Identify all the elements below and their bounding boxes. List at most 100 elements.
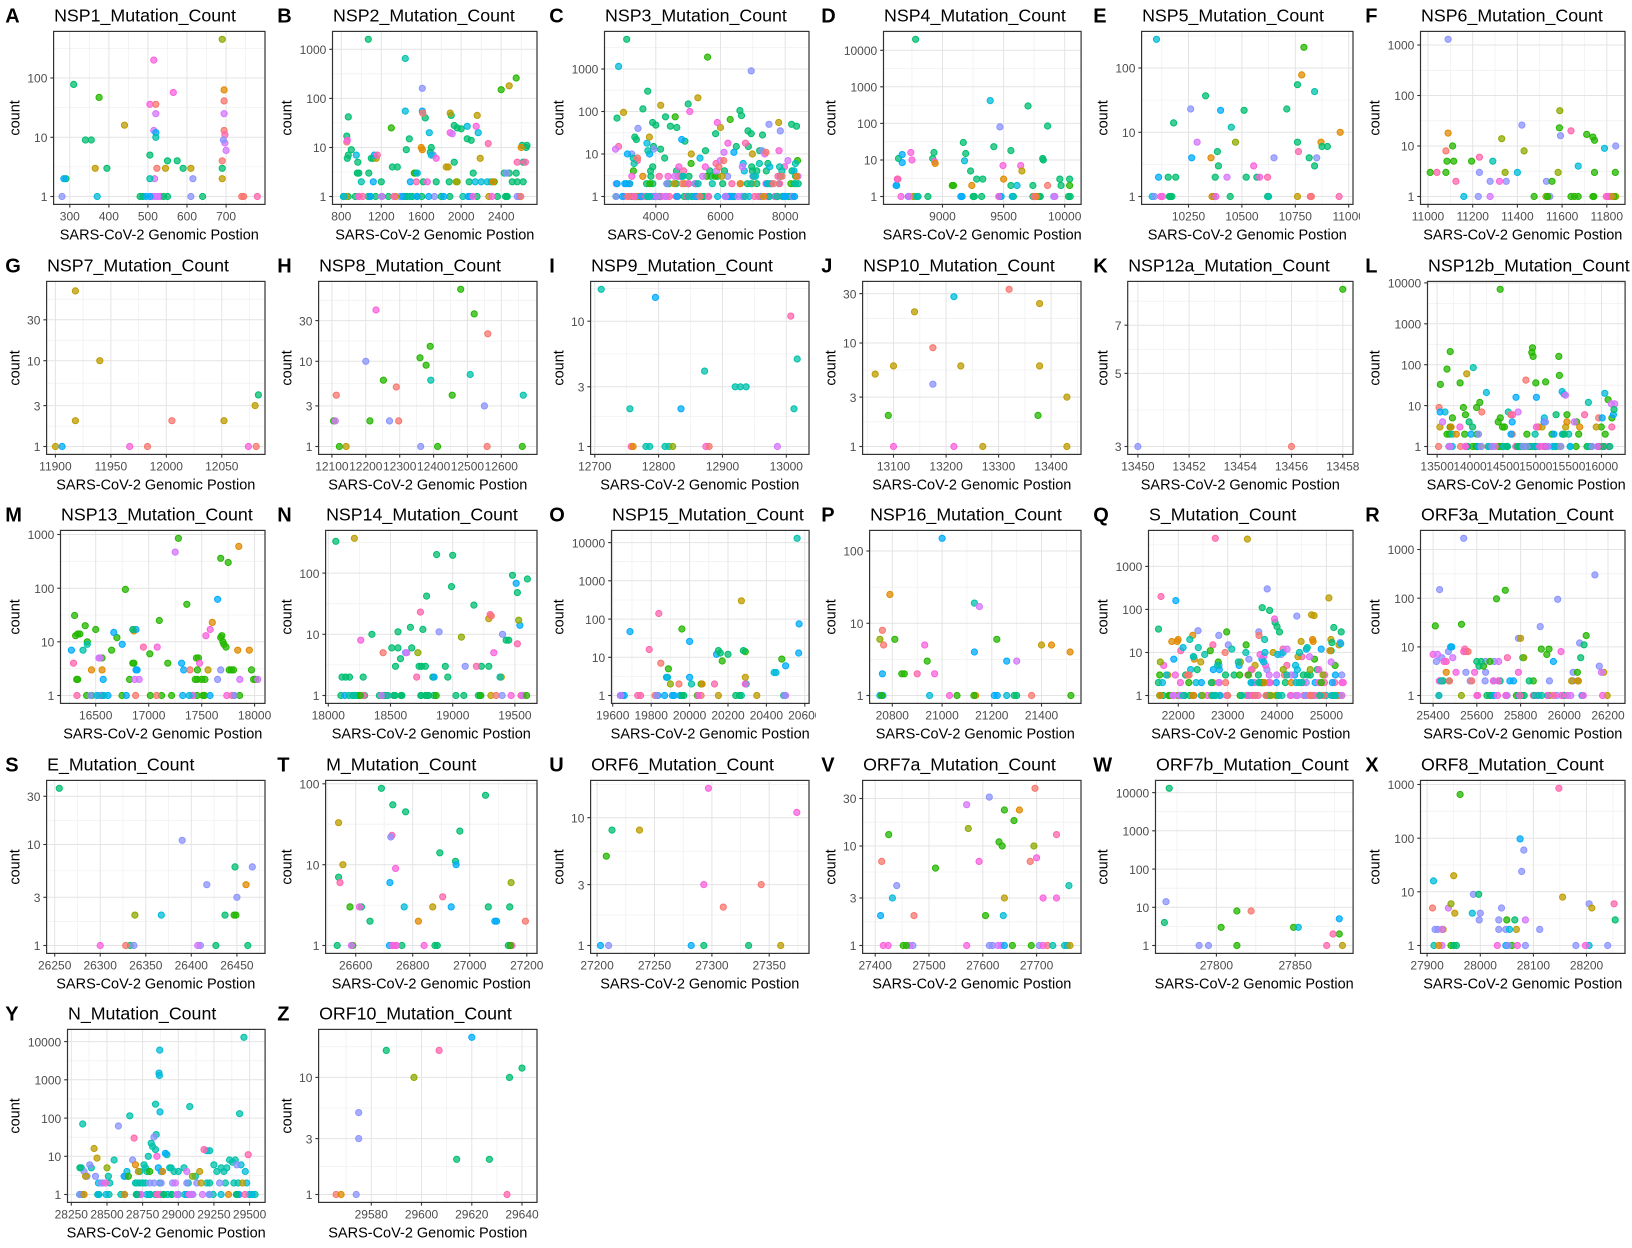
svg-text:28100: 28100 xyxy=(1517,958,1551,972)
svg-text:100: 100 xyxy=(41,1112,61,1126)
svg-text:NSP13_Mutation_Count: NSP13_Mutation_Count xyxy=(61,505,253,526)
svg-text:26300: 26300 xyxy=(84,958,118,972)
svg-text:100: 100 xyxy=(857,117,877,131)
svg-text:14500: 14500 xyxy=(1486,459,1520,473)
svg-text:1: 1 xyxy=(313,689,320,703)
svg-text:2000: 2000 xyxy=(448,210,475,224)
svg-text:13450: 13450 xyxy=(1121,459,1155,473)
svg-text:100: 100 xyxy=(1394,592,1414,606)
svg-text:1: 1 xyxy=(55,1189,62,1203)
svg-text:3: 3 xyxy=(850,891,857,905)
svg-text:6000: 6000 xyxy=(707,210,734,224)
svg-text:3: 3 xyxy=(850,390,857,404)
svg-text:1000: 1000 xyxy=(1116,560,1143,574)
svg-text:3: 3 xyxy=(34,891,41,905)
svg-text:20800: 20800 xyxy=(876,709,910,723)
svg-text:26350: 26350 xyxy=(129,958,163,972)
svg-text:13458: 13458 xyxy=(1326,459,1360,473)
svg-text:8000: 8000 xyxy=(772,210,799,224)
svg-text:NSP12b_Mutation_Count: NSP12b_Mutation_Count xyxy=(1428,255,1630,276)
svg-text:100: 100 xyxy=(27,72,47,86)
svg-text:26450: 26450 xyxy=(220,958,254,972)
svg-text:NSP15_Mutation_Count: NSP15_Mutation_Count xyxy=(612,505,804,526)
svg-text:SARS-CoV-2 Genomic Postion: SARS-CoV-2 Genomic Postion xyxy=(1141,477,1340,493)
svg-text:11950: 11950 xyxy=(95,459,128,473)
svg-text:17500: 17500 xyxy=(185,709,219,723)
svg-text:100: 100 xyxy=(1122,603,1142,617)
svg-text:25000: 25000 xyxy=(1310,709,1344,723)
svg-text:L: L xyxy=(1365,255,1377,277)
svg-text:1: 1 xyxy=(578,939,585,953)
svg-text:ORF6_Mutation_Count: ORF6_Mutation_Count xyxy=(591,754,774,775)
svg-text:10: 10 xyxy=(1408,399,1422,413)
svg-text:27200: 27200 xyxy=(580,958,614,972)
svg-text:G: G xyxy=(5,255,21,277)
svg-text:1000: 1000 xyxy=(578,575,605,589)
svg-text:100: 100 xyxy=(299,567,319,581)
svg-text:1: 1 xyxy=(48,689,55,703)
svg-text:27500: 27500 xyxy=(912,958,946,972)
svg-text:NSP6_Mutation_Count: NSP6_Mutation_Count xyxy=(1421,5,1603,26)
svg-text:23000: 23000 xyxy=(1211,709,1245,723)
svg-text:1000: 1000 xyxy=(34,1074,61,1088)
svg-text:12800: 12800 xyxy=(642,459,676,473)
svg-text:15500: 15500 xyxy=(1552,459,1586,473)
svg-text:10: 10 xyxy=(27,838,41,852)
svg-text:27800: 27800 xyxy=(1200,958,1234,972)
svg-text:18000: 18000 xyxy=(312,709,346,723)
svg-text:10500: 10500 xyxy=(1225,210,1259,224)
svg-text:E: E xyxy=(1093,6,1106,28)
svg-text:2400: 2400 xyxy=(488,210,515,224)
svg-text:1000: 1000 xyxy=(28,528,55,542)
svg-text:13454: 13454 xyxy=(1224,459,1258,473)
svg-text:SARS-CoV-2 Genomic Postion: SARS-CoV-2 Genomic Postion xyxy=(328,477,527,493)
svg-text:1: 1 xyxy=(306,440,313,454)
svg-text:NSP14_Mutation_Count: NSP14_Mutation_Count xyxy=(326,505,518,526)
svg-text:4000: 4000 xyxy=(642,210,669,224)
svg-text:NSP2_Mutation_Count: NSP2_Mutation_Count xyxy=(333,5,515,26)
svg-text:10: 10 xyxy=(1122,126,1136,140)
svg-text:1600: 1600 xyxy=(408,210,435,224)
svg-text:count: count xyxy=(823,100,839,135)
svg-text:27250: 27250 xyxy=(638,958,672,972)
svg-text:9000: 9000 xyxy=(929,210,956,224)
svg-text:700: 700 xyxy=(216,210,236,224)
svg-text:19000: 19000 xyxy=(436,709,470,723)
svg-text:10000: 10000 xyxy=(1388,276,1422,290)
svg-text:count: count xyxy=(551,599,567,634)
svg-text:NSP4_Mutation_Count: NSP4_Mutation_Count xyxy=(884,5,1066,26)
svg-text:100: 100 xyxy=(585,613,605,627)
svg-text:9500: 9500 xyxy=(990,210,1017,224)
svg-text:10: 10 xyxy=(299,1071,313,1085)
svg-text:20400: 20400 xyxy=(750,709,784,723)
svg-text:10: 10 xyxy=(27,354,41,368)
svg-text:count: count xyxy=(279,849,295,884)
svg-text:M: M xyxy=(5,505,22,527)
svg-text:SARS-CoV-2 Genomic Postion: SARS-CoV-2 Genomic Postion xyxy=(1423,227,1622,243)
svg-text:100: 100 xyxy=(1129,863,1149,877)
svg-text:N: N xyxy=(277,505,291,527)
svg-text:100: 100 xyxy=(34,582,54,596)
svg-text:26600: 26600 xyxy=(339,958,373,972)
svg-text:10: 10 xyxy=(313,141,327,155)
svg-text:100: 100 xyxy=(1394,832,1414,846)
svg-text:ORF7b_Mutation_Count: ORF7b_Mutation_Count xyxy=(1156,754,1349,775)
svg-text:100: 100 xyxy=(843,545,863,559)
svg-text:13100: 13100 xyxy=(877,459,911,473)
svg-text:29580: 29580 xyxy=(355,1208,389,1222)
svg-text:NSP16_Mutation_Count: NSP16_Mutation_Count xyxy=(870,505,1062,526)
svg-text:27350: 27350 xyxy=(753,958,787,972)
svg-text:1000: 1000 xyxy=(1122,824,1149,838)
svg-text:27600: 27600 xyxy=(966,958,1000,972)
svg-text:SARS-CoV-2 Genomic Postion: SARS-CoV-2 Genomic Postion xyxy=(876,727,1075,743)
svg-text:1: 1 xyxy=(34,939,41,953)
svg-text:SARS-CoV-2 Genomic Postion: SARS-CoV-2 Genomic Postion xyxy=(67,1226,266,1242)
svg-text:12500: 12500 xyxy=(451,459,485,473)
svg-text:S_Mutation_Count: S_Mutation_Count xyxy=(1149,505,1296,526)
svg-text:30: 30 xyxy=(299,314,313,328)
svg-text:300: 300 xyxy=(60,210,80,224)
svg-text:count: count xyxy=(1095,599,1111,634)
svg-text:11000: 11000 xyxy=(1412,210,1445,224)
svg-text:NSP5_Mutation_Count: NSP5_Mutation_Count xyxy=(1142,5,1324,26)
svg-text:10: 10 xyxy=(571,314,585,328)
